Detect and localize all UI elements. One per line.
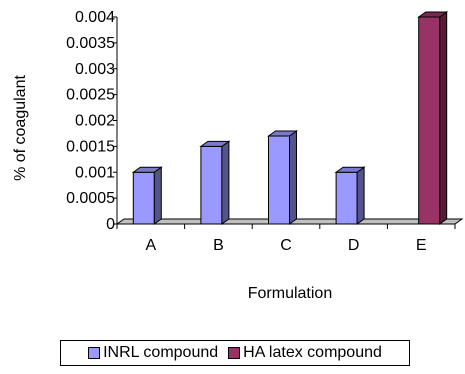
bar-top xyxy=(131,166,163,173)
x-tick-label: A xyxy=(145,237,156,254)
x-tick-label: E xyxy=(416,237,427,254)
bar-A-inrl xyxy=(131,166,163,225)
legend-swatch-ha xyxy=(228,347,241,359)
bar-C-inrl xyxy=(266,130,299,225)
y-tick-label: 0.0015 xyxy=(66,138,115,155)
legend-label-inrl: INRL compound xyxy=(103,344,219,361)
bar-top xyxy=(334,166,366,173)
bar-B-inrl xyxy=(199,140,231,225)
bar-top xyxy=(417,11,449,18)
legend-item-inrl: INRL compound xyxy=(88,344,218,362)
x-tick-label: C xyxy=(280,237,292,254)
y-tick-label: 0.002 xyxy=(75,113,115,130)
y-axis-title: % of coagulant xyxy=(12,75,29,181)
y-tick-label: 0 xyxy=(106,216,115,233)
bar-side xyxy=(439,11,448,225)
chart-bars xyxy=(131,11,449,225)
bar-front xyxy=(200,145,223,225)
bar-top xyxy=(199,140,231,147)
legend-item-ha: HA latex compound xyxy=(228,344,382,362)
bar-front xyxy=(335,171,358,225)
bar-front xyxy=(268,135,290,225)
y-axis-ticks: 0 0.0005 0.001 0.0015 0.002 0.0025 0.003 0.0035… xyxy=(66,9,117,233)
legend-swatch-inrl xyxy=(88,347,101,359)
bar-side xyxy=(153,166,162,225)
bar-side xyxy=(289,130,297,225)
y-tick-label: 0.0035 xyxy=(66,35,115,52)
bar-front xyxy=(418,16,441,225)
bar-side xyxy=(221,140,230,225)
y-tick-label: 0.0025 xyxy=(66,87,115,104)
y-tick-label: 0.004 xyxy=(75,9,115,26)
y-tick-label: 0.0005 xyxy=(66,190,115,207)
x-axis-ticks: A B C D E xyxy=(116,224,456,254)
bar-front xyxy=(132,171,155,225)
x-tick-label: D xyxy=(348,237,360,254)
y-tick-label: 0.003 xyxy=(75,61,115,78)
bar-side xyxy=(356,166,365,225)
bar-D-inrl xyxy=(334,166,366,225)
x-tick-label: B xyxy=(213,237,224,254)
legend-label-ha: HA latex compound xyxy=(243,344,382,361)
bar-top xyxy=(266,130,299,137)
x-axis-title: Formulation xyxy=(248,285,332,302)
bar-E-ha xyxy=(417,11,449,225)
chart-legend: INRL compound HA latex compound xyxy=(60,340,410,366)
y-tick-label: 0.001 xyxy=(75,164,115,181)
